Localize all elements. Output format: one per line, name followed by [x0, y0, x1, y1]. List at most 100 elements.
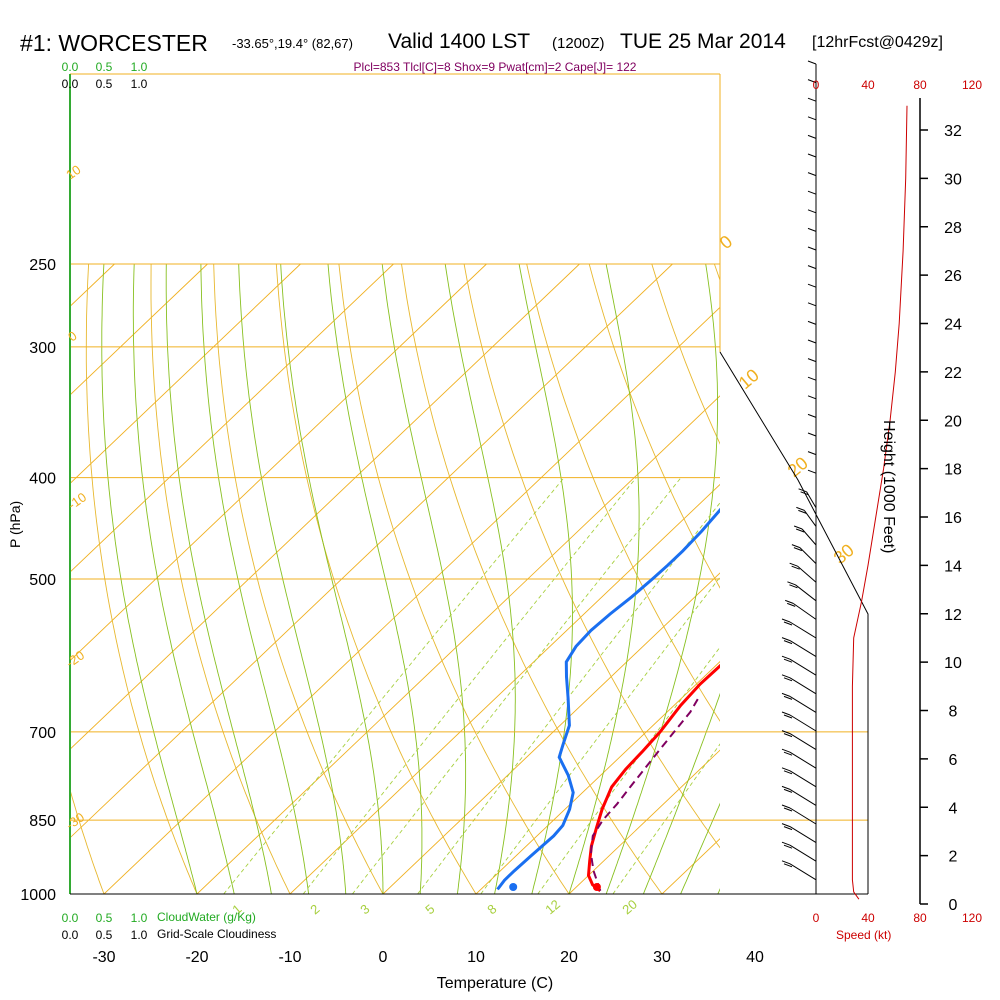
surface-points — [509, 883, 601, 891]
wind-barb-feather — [807, 358, 817, 363]
wind-barb-feather — [781, 748, 791, 753]
height-tick-label: 20 — [944, 413, 962, 430]
adiabat-label: 10 — [735, 365, 763, 393]
wind-barb-feather — [781, 823, 791, 828]
cloudwater-top-tick: 0.0 — [62, 60, 79, 74]
moist-adiabat-line — [642, 692, 720, 894]
cloudiness-top-tick: 1.0 — [131, 77, 148, 91]
adiabat-label: -10 — [65, 489, 89, 512]
dry-adiabat-line — [777, 264, 1000, 894]
wind-barb-feather — [783, 770, 793, 775]
wind-barb-feather — [807, 227, 817, 232]
wind-barb-feather — [781, 692, 791, 697]
wind-barb-feather — [807, 134, 817, 139]
moist-adiabat-line — [444, 263, 516, 894]
wind-barb — [792, 602, 817, 620]
wind-barb-feather — [781, 785, 791, 790]
wind-barb-feather — [781, 804, 791, 809]
wind-barb-feather — [807, 209, 817, 214]
valid-date: TUE 25 Mar 2014 — [620, 30, 786, 53]
moist-adiabat-line — [605, 263, 719, 894]
height-tick-label: 22 — [944, 365, 962, 382]
wind-barb-feather — [783, 788, 793, 793]
isotherm-line — [475, 660, 720, 894]
temperature-line — [586, 663, 720, 892]
adiabat-label: -20 — [63, 647, 87, 670]
wind-barb — [789, 826, 817, 844]
isotherm-line — [70, 263, 208, 396]
mixing-ratio-labels: 1 2 3 5 8 12 20 — [229, 897, 640, 918]
dry-adiabat-line — [275, 263, 477, 894]
mixing-ratio-label: 20 — [619, 897, 640, 918]
moist-adiabat-line — [381, 263, 467, 894]
pressure-label: 300 — [29, 340, 56, 357]
speed-axis-label: Speed (kt) — [836, 928, 891, 942]
wind-barb-feather — [791, 565, 800, 570]
height-tick-label: 6 — [949, 752, 958, 769]
moist-adiabat-line — [280, 263, 384, 894]
dry-adiabat-line — [85, 263, 198, 894]
moist-adiabat-line — [238, 263, 347, 894]
height-tick-label: 2 — [949, 849, 958, 866]
wind-barb-feather — [807, 395, 817, 400]
height-tick-label: 8 — [949, 704, 958, 721]
height-tick-label: 28 — [944, 220, 962, 237]
wind-barb-feather — [781, 618, 791, 623]
dry-adiabat-line — [588, 263, 720, 589]
wind-barb-feather — [798, 488, 807, 493]
moist-adiabat-line — [165, 263, 272, 894]
parcel-line — [589, 697, 700, 892]
cloudiness-bottom-tick: 0.5 — [96, 928, 113, 942]
mixing-ratio-label: 12 — [542, 897, 563, 918]
temperature-tick-label: 10 — [467, 949, 485, 966]
speed-tick-label: 120 — [962, 911, 982, 925]
wind-barb-feather — [807, 320, 817, 325]
wind-barb-feather — [783, 621, 793, 626]
wind-barb-feather — [781, 674, 791, 679]
wind-barb-feather — [781, 860, 791, 865]
adiabat-label: -30 — [63, 809, 87, 832]
height-tick-label: 16 — [944, 510, 962, 527]
wind-barb-feather — [783, 658, 793, 663]
wind-barb-feather — [781, 730, 791, 735]
wind-barb-feather — [781, 767, 791, 772]
height-tick-label: 32 — [944, 123, 962, 140]
adiabat-label: 0 — [716, 231, 737, 253]
title-bar: #1: WORCESTER -33.65°,19.4° (82,67) Vali… — [0, 30, 1000, 60]
wind-barb-feather — [807, 413, 817, 418]
moist-adiabat-lines — [101, 263, 720, 894]
moist-adiabat-line — [101, 263, 198, 894]
height-tick-label: 0 — [949, 897, 958, 914]
pressure-label: 400 — [29, 471, 56, 488]
wind-barb-feather — [783, 640, 793, 645]
dry-adiabat-line — [0, 264, 11, 894]
wind-barb-feather — [807, 302, 817, 307]
wind-barb-feather — [783, 714, 793, 719]
wind-barb-feather — [791, 544, 801, 549]
wind-barb-feather — [781, 711, 791, 716]
wind-barb — [797, 565, 817, 583]
wind-barb — [789, 863, 817, 881]
temperature-tick-label: -30 — [92, 949, 115, 966]
cloudiness-label: Grid-Scale Cloudiness — [157, 927, 276, 941]
moist-adiabat-line — [327, 263, 423, 894]
wind-barb — [789, 658, 817, 676]
wind-barb-feather — [807, 79, 817, 84]
adiabat-label: 20 — [784, 453, 812, 481]
mixing-ratio-label: 8 — [484, 901, 499, 917]
dry-adiabat-line — [463, 263, 720, 849]
wind-barb — [789, 807, 817, 825]
moist-adiabat-line — [132, 263, 235, 894]
dry-adiabat-lines — [0, 263, 1000, 894]
moist-adiabat-line — [518, 263, 573, 894]
wind-barb-feather — [793, 525, 803, 530]
mixing-ratio-line — [537, 646, 720, 894]
wind-barb — [789, 788, 817, 806]
cloudwater-bottom-tick: 0.0 — [62, 911, 79, 925]
wind-barb-feather — [781, 841, 791, 846]
wind-barb-feather — [783, 751, 793, 756]
wind-barb-feather — [807, 60, 817, 65]
dry-adiabat-line — [526, 263, 720, 722]
moist-adiabat-line — [680, 802, 720, 894]
